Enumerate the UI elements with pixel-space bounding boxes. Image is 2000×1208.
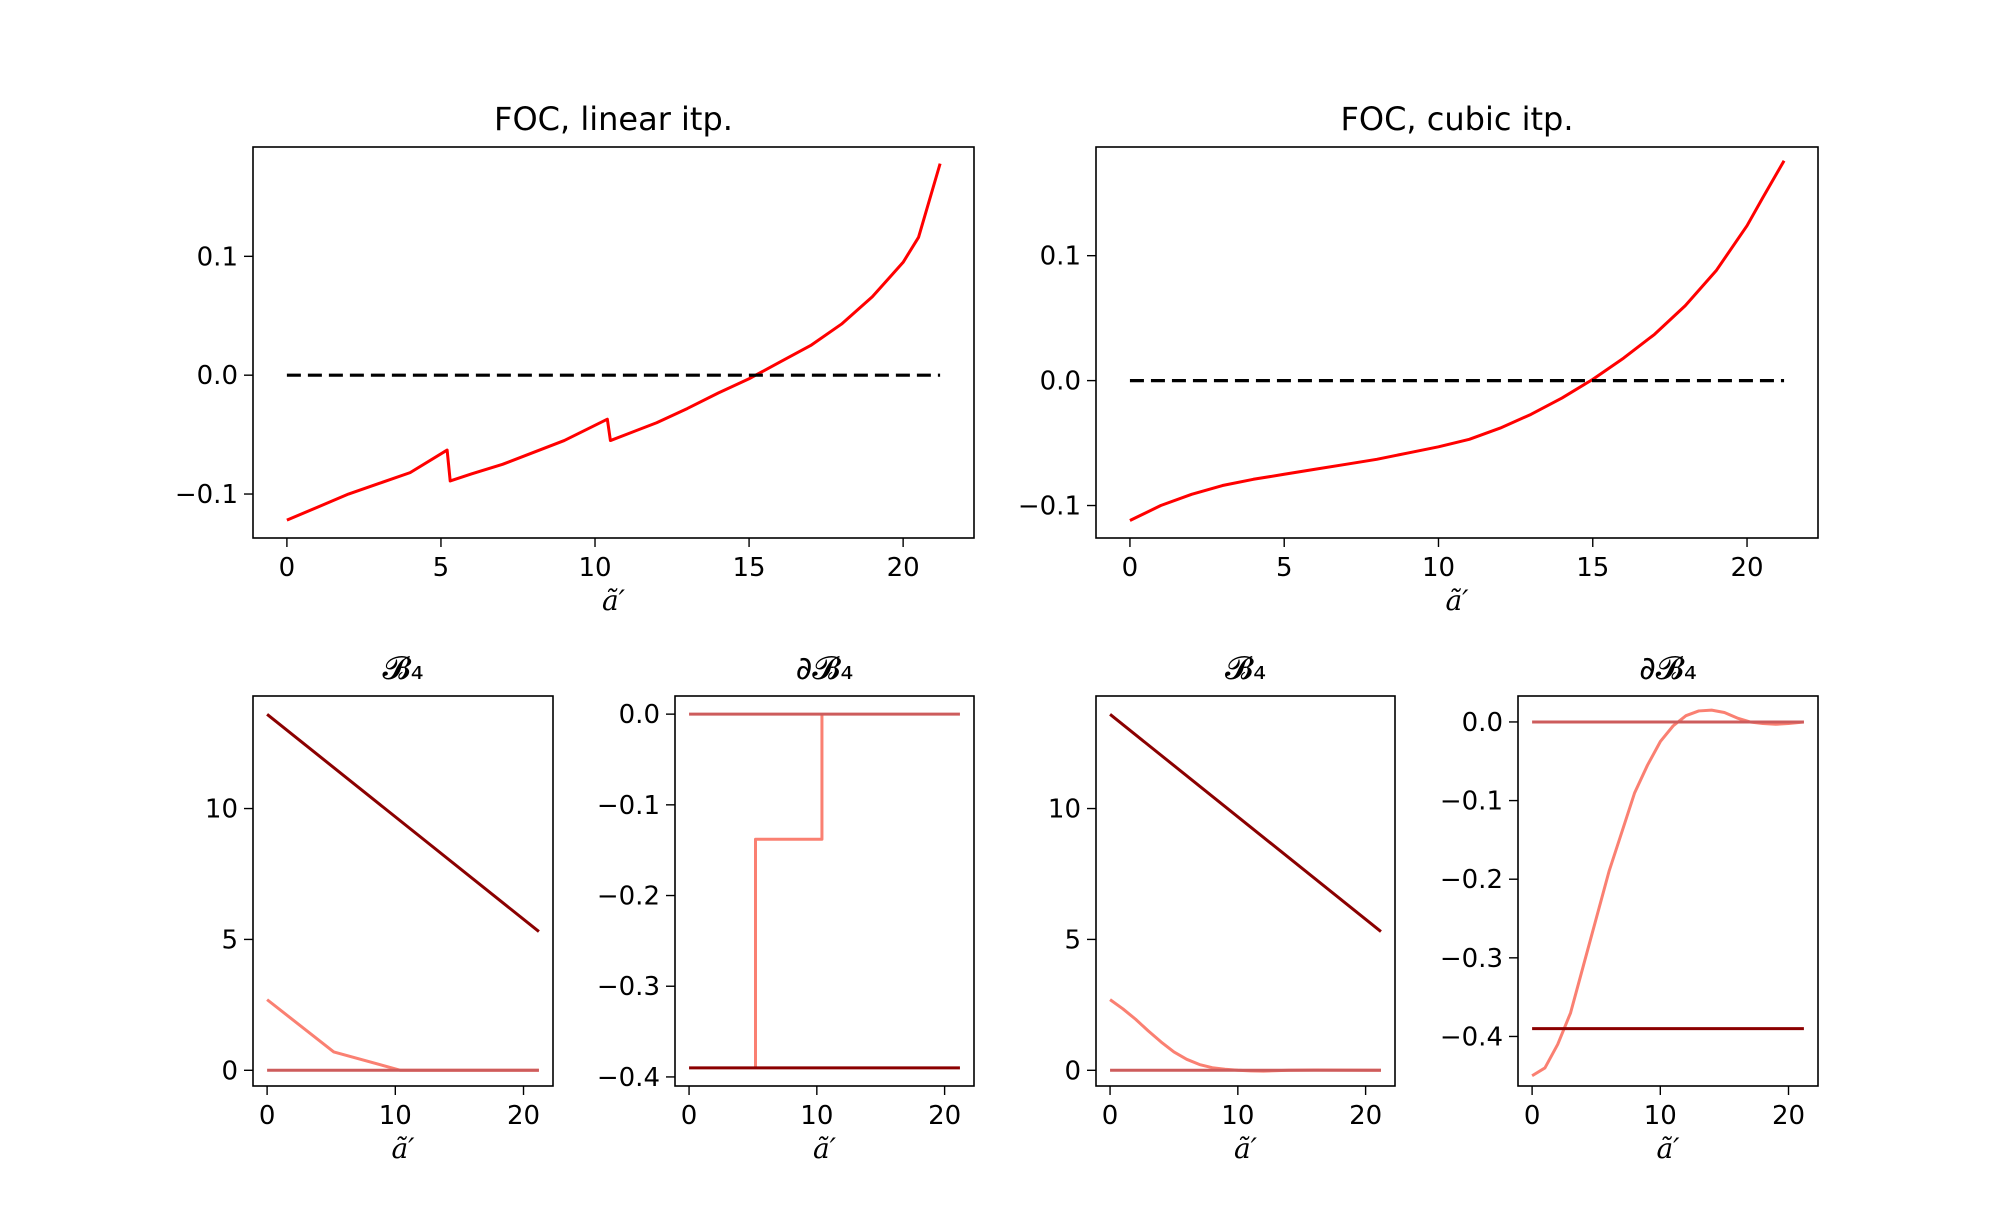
db4-linear-xlabel: ã′ xyxy=(813,1132,837,1165)
foc-cubic-title: FOC, cubic itp. xyxy=(1340,100,1573,138)
b4-linear-xtick-label: 10 xyxy=(379,1101,412,1131)
b4-cubic-xtick-label: 10 xyxy=(1221,1101,1254,1131)
foc-cubic-xtick-label: 15 xyxy=(1576,553,1609,583)
foc-linear-xlabel: ã′ xyxy=(602,584,626,617)
b4-cubic-series-1-line xyxy=(1109,998,1381,1073)
foc-cubic-xtick-label: 0 xyxy=(1122,553,1139,583)
b4-cubic-series-0-line xyxy=(1109,713,1382,933)
b4-cubic-xlabel: ã′ xyxy=(1234,1132,1258,1165)
db4-cubic-panel: 0 10 20 −0.4 −0.3 −0.2 −0.1 0.0 ∂𝓑₄ ã′ xyxy=(1440,649,1819,1165)
b4-linear-panel: 0 10 20 0 5 10 𝓑₄ ã′ xyxy=(205,649,554,1165)
b4-linear-axes-frame xyxy=(252,695,554,1087)
foc-cubic-panel: 0 5 10 15 20 −0.1 0.0 0.1 FOC, cubic itp. ã′ xyxy=(1018,100,1819,617)
foc-linear-ytick-label: 0.1 xyxy=(197,242,238,272)
db4-linear-ytick-label: −0.4 xyxy=(597,1063,660,1093)
b4-linear-ytick-label: 10 xyxy=(205,795,238,825)
db4-cubic-axes-frame xyxy=(1517,695,1819,1087)
b4-cubic-panel: 0 10 20 0 5 10 𝓑₄ ã′ xyxy=(1048,649,1396,1165)
b4-cubic-ytick-label: 0 xyxy=(1064,1056,1081,1086)
db4-linear-ytick-label: −0.2 xyxy=(597,882,660,912)
db4-cubic-xtick-label: 10 xyxy=(1644,1101,1677,1131)
b4-linear-series-0-line xyxy=(266,713,540,933)
foc-linear-xtick-label: 20 xyxy=(887,553,920,583)
foc-cubic-xtick-label: 20 xyxy=(1730,553,1763,583)
b4-linear-xlabel: ã′ xyxy=(391,1132,415,1165)
b4-linear-title: 𝓑₄ xyxy=(382,649,423,687)
b4-linear-series-1-line xyxy=(266,998,539,1072)
foc-linear-series-0-line xyxy=(286,163,942,522)
b4-cubic-title: 𝓑₄ xyxy=(1225,649,1266,687)
db4-cubic-ytick-label: −0.2 xyxy=(1440,865,1503,895)
foc-linear-title: FOC, linear itp. xyxy=(494,100,733,138)
foc-linear-xtick-label: 5 xyxy=(433,553,450,583)
db4-linear-panel: 0 10 20 −0.4 −0.3 −0.2 −0.1 0.0 ∂𝓑₄ ã′ xyxy=(597,649,975,1165)
b4-linear-xtick-label: 0 xyxy=(259,1101,276,1131)
b4-linear-xtick-label: 20 xyxy=(507,1101,540,1131)
foc-linear-axes-frame xyxy=(252,146,975,539)
b4-linear-ytick-label: 5 xyxy=(221,925,238,955)
db4-linear-ytick-label: −0.1 xyxy=(597,791,660,821)
foc-cubic-xtick-label: 10 xyxy=(1422,553,1455,583)
db4-linear-xtick-label: 0 xyxy=(681,1101,698,1131)
db4-cubic-ytick-label: 0.0 xyxy=(1462,708,1503,738)
db4-linear-title: ∂𝓑₄ xyxy=(796,649,854,687)
db4-cubic-series-0-line xyxy=(1531,708,1805,1078)
foc-cubic-xtick-label: 5 xyxy=(1276,553,1293,583)
b4-cubic-ytick-label: 5 xyxy=(1064,925,1081,955)
b4-cubic-xtick-label: 20 xyxy=(1349,1101,1382,1131)
foc-cubic-ytick-label: 0.0 xyxy=(1040,367,1081,397)
db4-cubic-xtick-label: 20 xyxy=(1772,1101,1805,1131)
foc-cubic-ytick-label: −0.1 xyxy=(1018,492,1081,522)
foc-linear-ytick-label: 0.0 xyxy=(197,361,238,391)
db4-linear-series-0-line xyxy=(754,714,824,1068)
b4-cubic-ytick-label: 10 xyxy=(1048,795,1081,825)
db4-linear-xtick-label: 10 xyxy=(800,1101,833,1131)
db4-cubic-xtick-label: 0 xyxy=(1524,1101,1541,1131)
db4-cubic-ytick-label: −0.1 xyxy=(1440,787,1503,817)
db4-cubic-title: ∂𝓑₄ xyxy=(1639,649,1697,687)
foc-linear-xtick-label: 0 xyxy=(279,553,296,583)
foc-linear-panel: 0 5 10 15 20 −0.1 0.0 0.1 FOC, linear itp. ã′ xyxy=(175,100,975,617)
db4-linear-xtick-label: 20 xyxy=(928,1101,961,1131)
db4-cubic-ytick-label: −0.4 xyxy=(1440,1022,1503,1052)
foc-linear-ytick-label: −0.1 xyxy=(175,480,238,510)
db4-cubic-xlabel: ã′ xyxy=(1656,1132,1680,1165)
b4-cubic-xtick-label: 0 xyxy=(1102,1101,1119,1131)
foc-linear-xtick-label: 10 xyxy=(578,553,611,583)
foc-cubic-series-0-line xyxy=(1129,159,1786,522)
db4-linear-axes-frame xyxy=(674,695,975,1087)
db4-cubic-ytick-label: −0.3 xyxy=(1440,944,1503,974)
db4-linear-ytick-label: −0.3 xyxy=(597,972,660,1002)
db4-linear-ytick-label: 0.0 xyxy=(619,700,660,730)
foc-cubic-xlabel: ã′ xyxy=(1445,584,1469,617)
b4-cubic-axes-frame xyxy=(1095,695,1396,1087)
foc-cubic-ytick-label: 0.1 xyxy=(1040,242,1081,272)
foc-linear-xtick-label: 15 xyxy=(733,553,766,583)
b4-linear-ytick-label: 0 xyxy=(221,1056,238,1086)
foc-cubic-axes-frame xyxy=(1095,146,1819,539)
